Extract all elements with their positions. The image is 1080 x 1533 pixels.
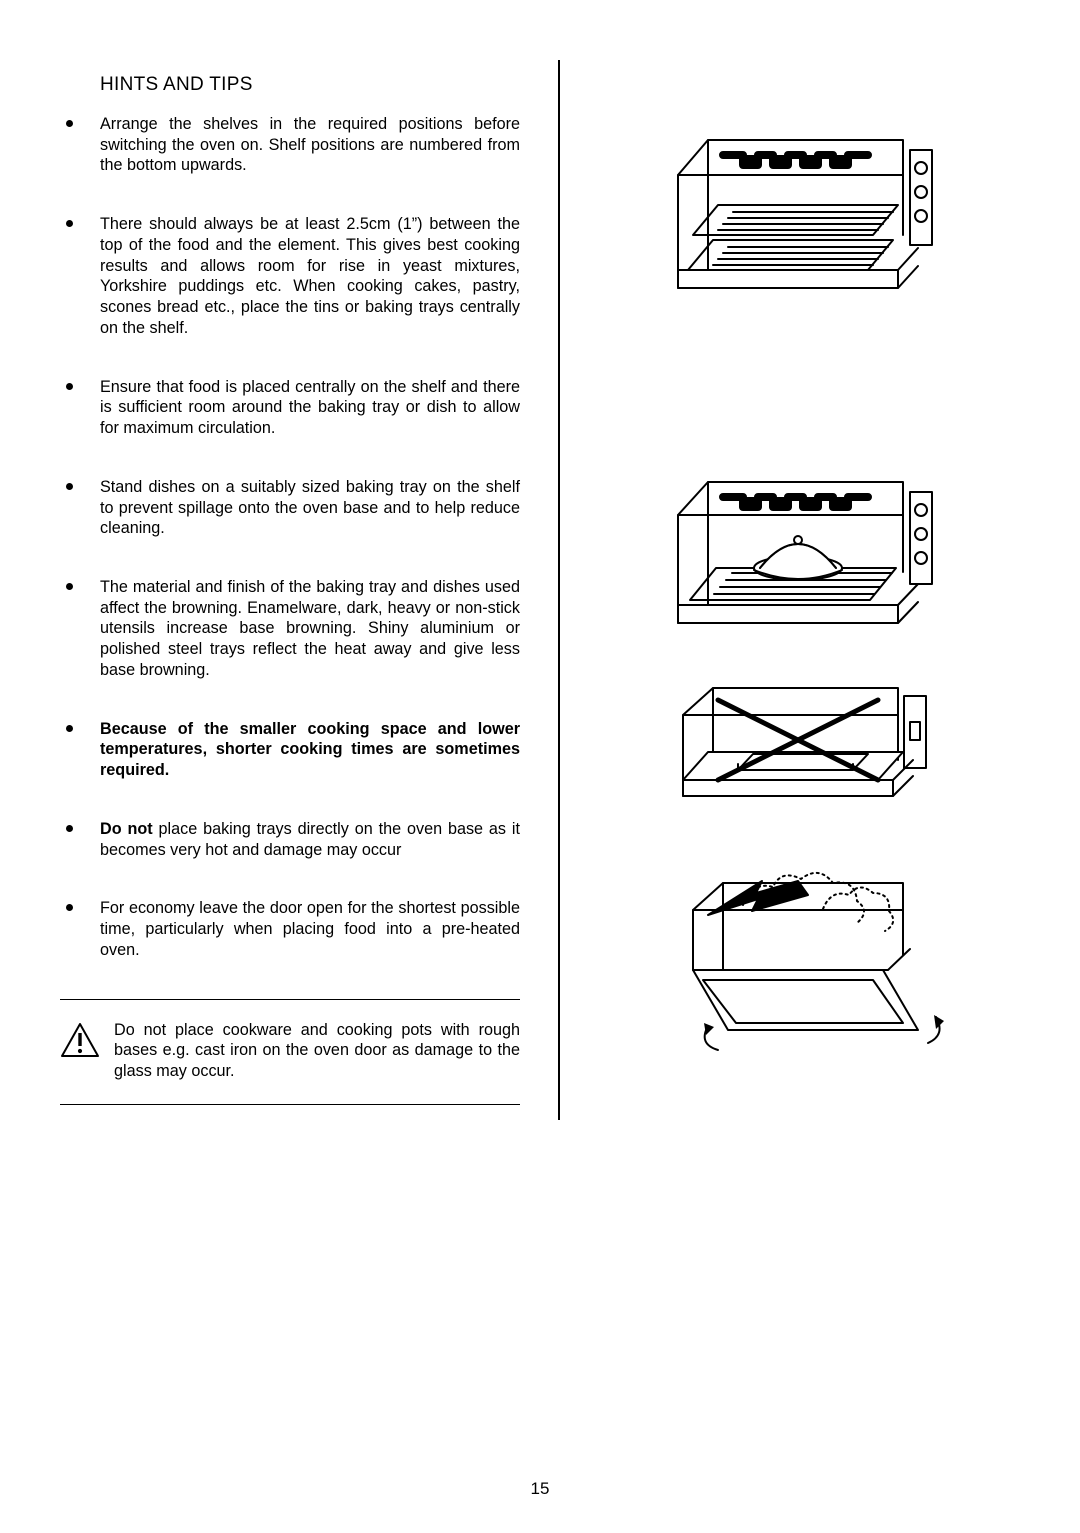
column-divider (558, 60, 560, 1120)
hints-list: Arrange the shelves in the required posi… (60, 114, 520, 961)
right-column (598, 60, 1021, 1120)
hint-item: The material and finish of the baking tr… (60, 577, 520, 681)
page-number: 15 (0, 1479, 1080, 1499)
section-title: HINTS AND TIPS (100, 74, 520, 96)
hint-item: Ensure that food is placed centrally on … (60, 377, 520, 439)
oven-dish-illustration (648, 460, 948, 660)
hint-item: Do not place baking trays directly on th… (60, 819, 520, 860)
hint-item: Stand dishes on a suitably sized baking … (60, 477, 520, 539)
oven-door-open-illustration (648, 855, 948, 1065)
hint-item: Arrange the shelves in the required posi… (60, 114, 520, 176)
hint-item: For economy leave the door open for the … (60, 898, 520, 960)
oven-shelves-illustration (648, 120, 948, 325)
left-column: HINTS AND TIPS Arrange the shelves in th… (60, 60, 520, 1120)
hint-item: Because of the smaller cooking space and… (60, 719, 520, 781)
hint-item: There should always be at least 2.5cm (1… (60, 214, 520, 338)
warning-icon (60, 1020, 100, 1063)
oven-base-cross-illustration (648, 670, 948, 825)
warning-block: Do not place cookware and cooking pots w… (60, 999, 520, 1105)
warning-text: Do not place cookware and cooking pots w… (114, 1020, 520, 1082)
